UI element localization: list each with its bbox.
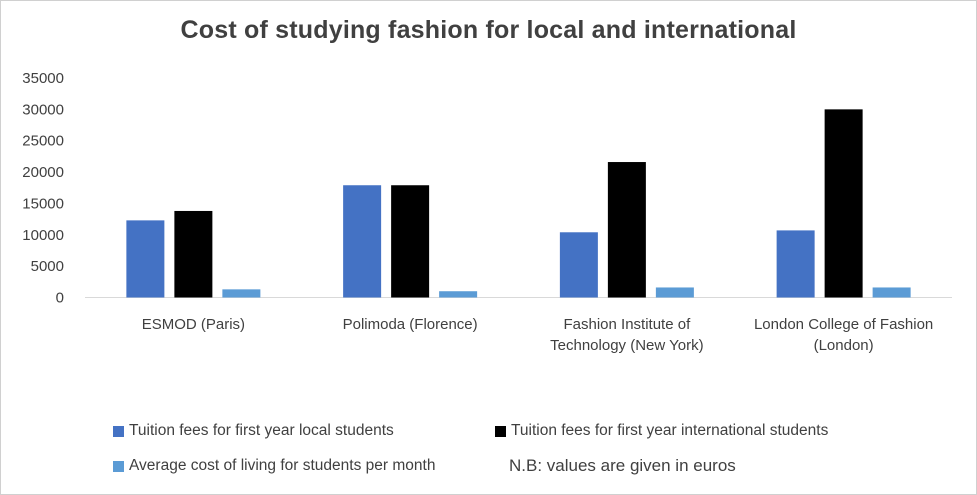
bars <box>126 109 911 298</box>
y-tick-label: 5000 <box>31 258 64 275</box>
y-tick-label: 15000 <box>22 195 64 212</box>
category-label: (London) <box>814 337 874 354</box>
bar-series-0-cat-0 <box>126 220 165 298</box>
category-label: Fashion Institute of <box>564 316 692 333</box>
bar-series-2-cat-3 <box>872 287 911 298</box>
category-label: London College of Fashion <box>754 316 933 333</box>
bar-series-0-cat-2 <box>559 232 598 298</box>
bar-series-1-cat-2 <box>607 162 646 298</box>
category-label: ESMOD (Paris) <box>142 316 245 333</box>
category-label: Technology (New York) <box>550 337 703 354</box>
bar-series-0-cat-1 <box>343 185 382 298</box>
category-labels: ESMOD (Paris) Polimoda (Florence) Fashion … <box>142 316 934 354</box>
currency-note: N.B: values are given in euros <box>509 456 736 475</box>
bar-series-1-cat-3 <box>824 109 863 298</box>
y-tick-label: 25000 <box>22 133 64 150</box>
chart-title: Cost of studying fashion for local and i… <box>180 16 797 44</box>
y-tick-label: 35000 <box>22 70 64 87</box>
bar-series-1-cat-1 <box>391 185 430 298</box>
bar-series-2-cat-1 <box>439 291 478 298</box>
y-tick-label: 0 <box>56 290 64 307</box>
bar-series-2-cat-0 <box>222 289 261 298</box>
bar-series-0-cat-3 <box>776 230 815 298</box>
y-axis-ticks: 0 5000 10000 15000 20000 25000 30000 35000 <box>22 70 64 307</box>
y-tick-label: 10000 <box>22 227 64 244</box>
bar-series-1-cat-0 <box>174 210 213 298</box>
y-tick-label: 20000 <box>22 164 64 181</box>
category-label: Polimoda (Florence) <box>343 316 478 333</box>
y-tick-label: 30000 <box>22 101 64 118</box>
bar-series-2-cat-2 <box>655 287 694 298</box>
